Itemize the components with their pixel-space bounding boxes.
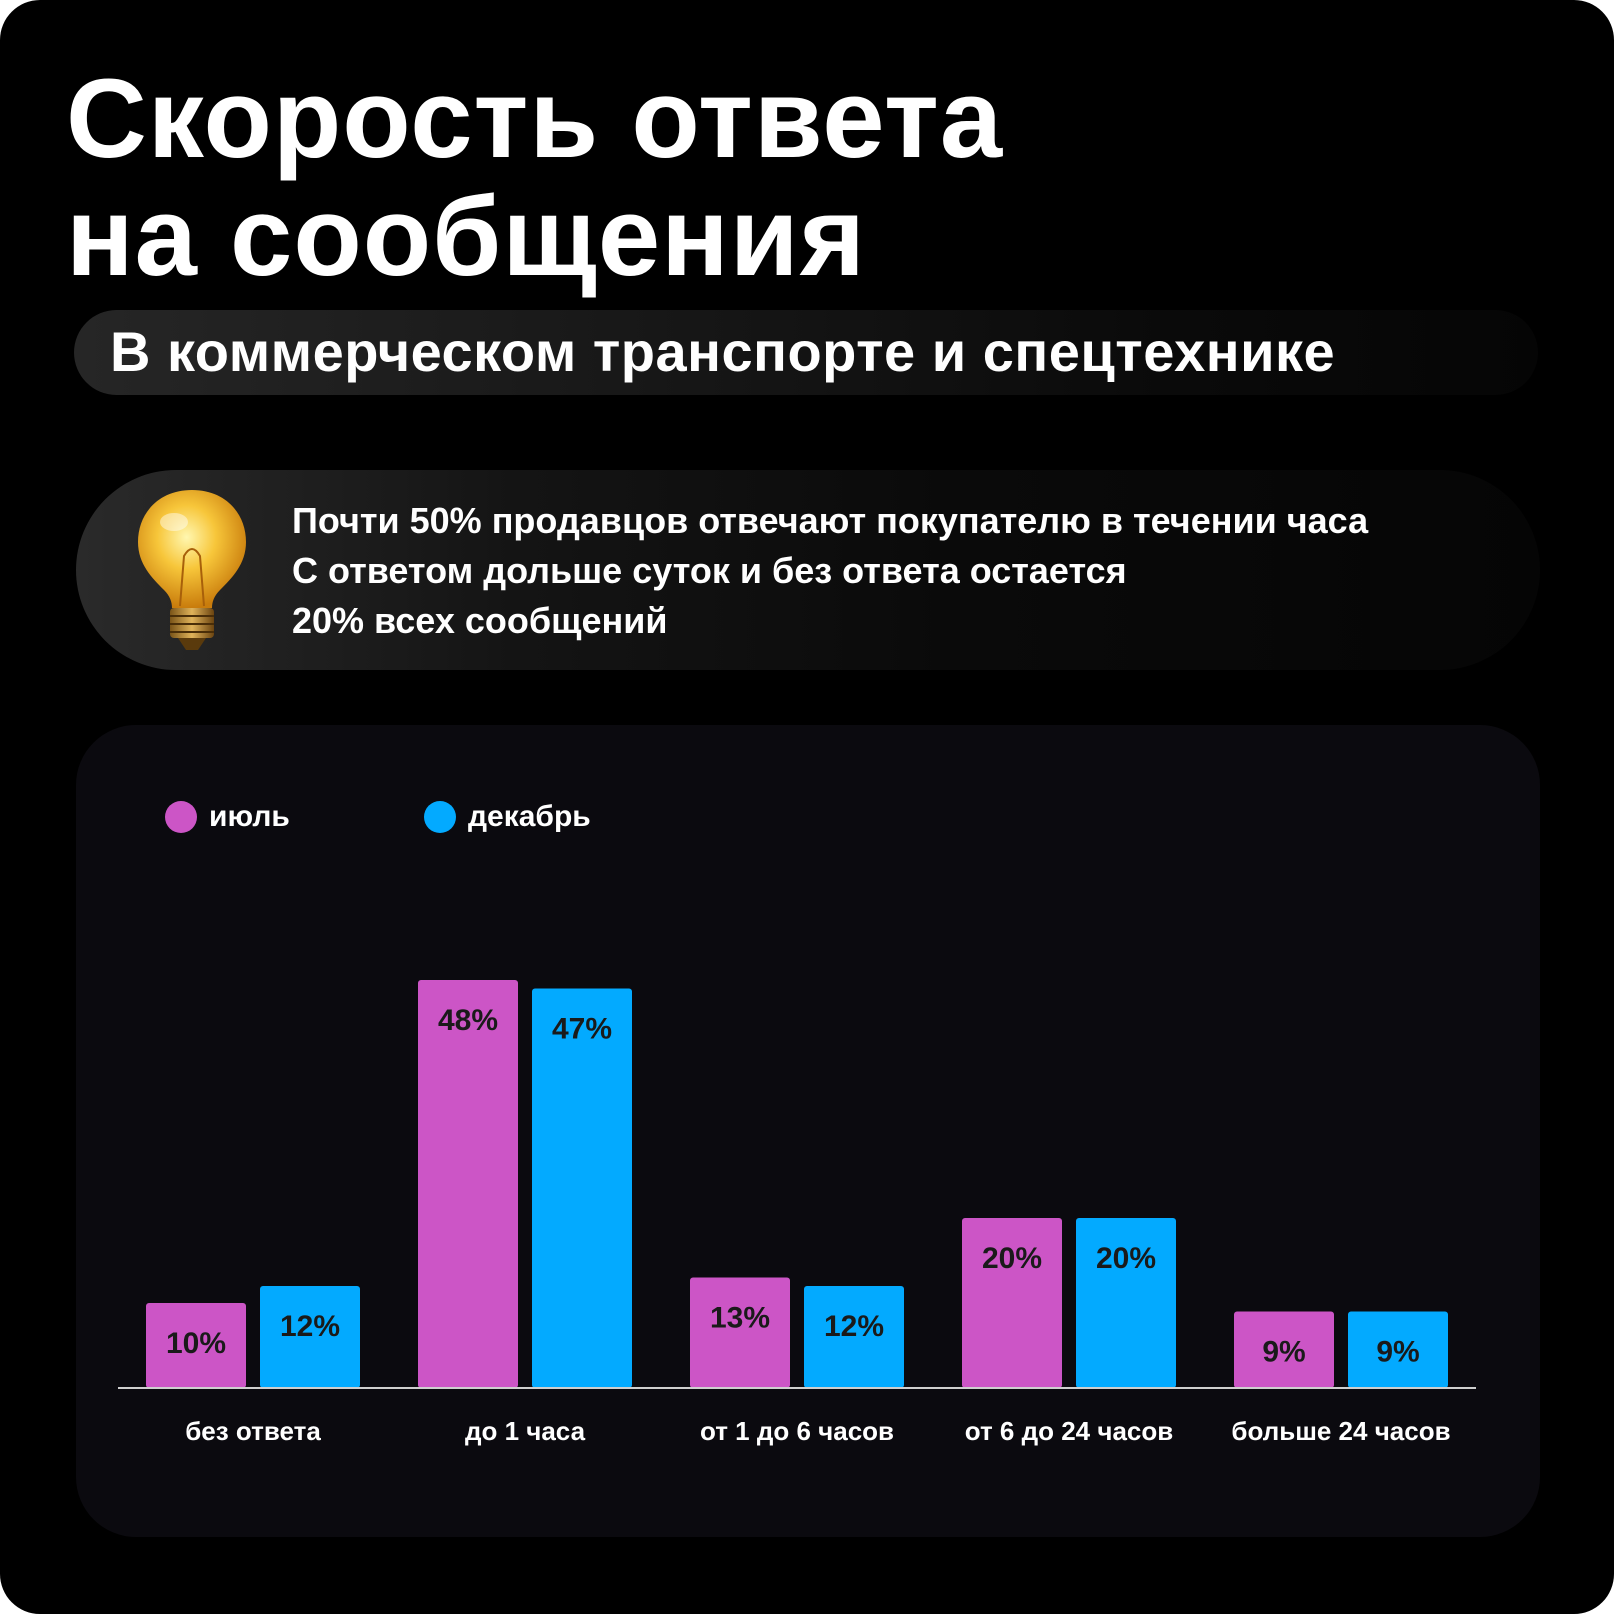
light-bulb-icon: [138, 490, 246, 650]
page-title: Скорость ответа на сообщения: [66, 60, 1003, 296]
bar-value-label: 20%: [1096, 1242, 1156, 1275]
bar-value-label: 13%: [710, 1302, 770, 1335]
category-label: без ответа: [185, 1416, 321, 1446]
info-banner: [76, 470, 1540, 670]
legend-label-july: июль: [209, 800, 290, 833]
bar-december-0: [260, 1286, 360, 1388]
legend-label-december: декабрь: [468, 800, 591, 833]
legend-item-july: июль: [165, 800, 290, 834]
info-line-2: С ответом дольше суток и без ответа оста…: [292, 550, 1127, 591]
bar-value-label: 12%: [824, 1310, 884, 1343]
bar-july-2: [690, 1277, 790, 1388]
subtitle: В коммерческом транспорте и спецтехнике: [110, 320, 1336, 383]
bar-value-label: 9%: [1376, 1336, 1419, 1369]
bar-value-label: 48%: [438, 1004, 498, 1037]
category-label: до 1 часа: [465, 1416, 586, 1446]
bar-december-3: [1076, 1218, 1176, 1388]
subtitle-pill: [74, 310, 1538, 395]
bar-december-1: [532, 988, 632, 1388]
legend-item-december: декабрь: [424, 800, 591, 834]
category-label: от 6 до 24 часов: [965, 1416, 1174, 1446]
bar-value-label: 20%: [982, 1242, 1042, 1275]
bar-july-1: [418, 980, 518, 1388]
chart-panel: [76, 725, 1540, 1537]
bar-july-0: [146, 1303, 246, 1388]
bar-july-4: [1234, 1311, 1334, 1388]
bar-december-4: [1348, 1311, 1448, 1388]
bar-july-3: [962, 1218, 1062, 1388]
bar-value-label: 9%: [1262, 1336, 1305, 1369]
category-label: от 1 до 6 часов: [700, 1416, 894, 1446]
info-line-1: Почти 50% продавцов отвечают покупателю …: [292, 500, 1369, 541]
bar-value-label: 10%: [166, 1327, 226, 1360]
info-line-3: 20% всех сообщений: [292, 600, 668, 641]
legend-swatch-july: [165, 801, 197, 833]
info-text: Почти 50% продавцов отвечают покупателю …: [292, 496, 1368, 646]
bar-december-2: [804, 1286, 904, 1388]
title-line-1: Скорость ответа: [66, 56, 1004, 181]
legend-swatch-december: [424, 801, 456, 833]
category-label: больше 24 часов: [1231, 1416, 1450, 1446]
title-line-2: на сообщения: [66, 174, 866, 299]
bar-value-label: 12%: [280, 1310, 340, 1343]
bar-value-label: 47%: [552, 1013, 612, 1046]
